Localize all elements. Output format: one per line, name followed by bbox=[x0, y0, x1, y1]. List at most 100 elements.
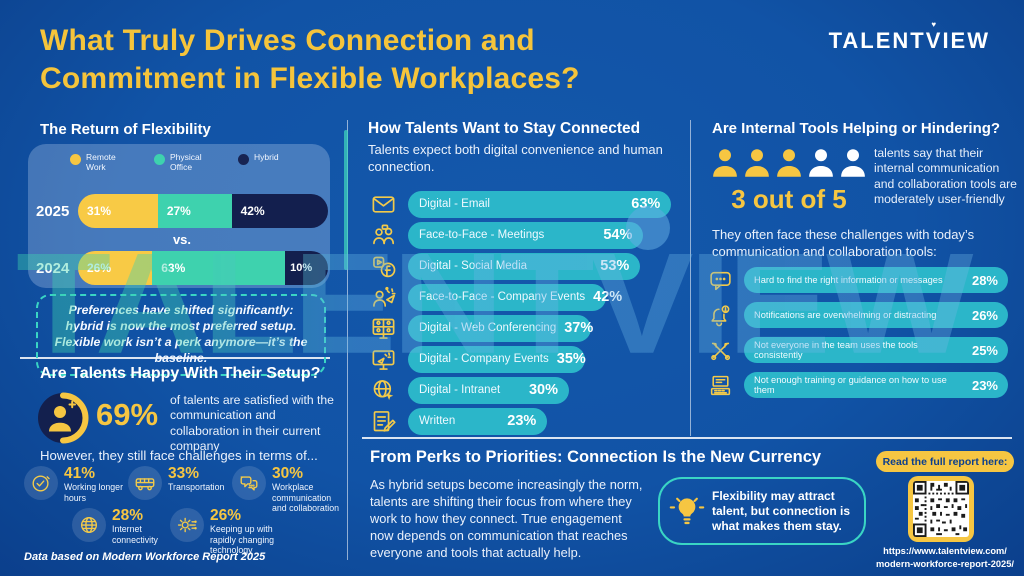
bar-pct: 25% bbox=[971, 342, 998, 358]
tool-challenge-row: Not everyone in the team uses the tools … bbox=[704, 336, 1008, 364]
segment-hybrid: 42% bbox=[231, 194, 328, 228]
bar-intranet: Digital - Intranet 30% bbox=[408, 376, 569, 404]
screen-party-icon bbox=[370, 346, 397, 373]
stacked-bar-row-2025: 2025 31% 27% 42% bbox=[36, 194, 328, 228]
callout-text: Flexibility may attract talent, but conn… bbox=[712, 488, 851, 533]
segment-remote-work: 26% bbox=[78, 251, 153, 285]
person-icon bbox=[774, 146, 804, 180]
bar-find-information: Hard to find the right information or me… bbox=[744, 267, 1008, 293]
people-icon bbox=[370, 222, 397, 249]
connected-bar-row: Written 23% bbox=[366, 407, 548, 435]
url-line[interactable]: modern-workforce-report-2025/ bbox=[876, 559, 1014, 570]
bar-label: Not enough training or guidance on how t… bbox=[754, 375, 947, 395]
bar-web-conferencing: Digital - Web Conferencing 37% bbox=[408, 314, 594, 342]
bar-label: Digital - Intranet bbox=[419, 384, 501, 396]
key-takeaway-callout: Flexibility may attract talent, but conn… bbox=[658, 477, 866, 545]
bar-pct: 54% bbox=[603, 227, 633, 243]
section-heading-flexibility: The Return of Flexibility bbox=[40, 121, 211, 138]
challenge-label: Workplace communication and collaboratio… bbox=[272, 482, 340, 514]
decorative-dot bbox=[626, 206, 670, 250]
bar-label: Face-to-Face - Meetings bbox=[419, 229, 545, 241]
priorities-body: As hybrid setups become increasingly the… bbox=[370, 477, 643, 561]
column-divider bbox=[690, 120, 691, 436]
connected-bar-row: Face-to-Face - Meetings 54% bbox=[366, 221, 644, 249]
url-line[interactable]: https://www.talentview.com/ bbox=[883, 546, 1007, 556]
teal-accent-strip bbox=[344, 130, 348, 270]
qr-code-image bbox=[913, 481, 969, 537]
logo-text: V bbox=[925, 28, 943, 53]
tools-stat: 3 out of 5 bbox=[731, 184, 847, 214]
bar-social-media: Digital - Social Media 53% bbox=[408, 252, 641, 280]
challenge-pct: 28% bbox=[112, 507, 144, 524]
report-url-link[interactable]: https://www.talentview.com/ modern-workf… bbox=[862, 545, 1024, 571]
tools-challenges-intro: They often face these challenges with to… bbox=[712, 227, 975, 259]
bell-icon bbox=[708, 303, 733, 328]
video-call-icon bbox=[370, 315, 397, 342]
segment-physical-office: 27% bbox=[157, 194, 232, 228]
qr-code bbox=[908, 476, 974, 542]
bar-notifications: Notifications are overwhelming or distra… bbox=[744, 302, 1008, 328]
challenge-pct: 33% bbox=[168, 465, 200, 482]
bar-pct: 37% bbox=[564, 320, 594, 336]
tool-challenge-row: Not enough training or guidance on how t… bbox=[704, 371, 1008, 399]
bar-email: Digital - Email 63% bbox=[408, 190, 672, 218]
bar-pct: 23% bbox=[507, 413, 537, 429]
pictogram-3-of-5 bbox=[710, 146, 868, 180]
section-heading-tools: Are Internal Tools Helping or Hindering? bbox=[712, 120, 1001, 137]
van-icon bbox=[134, 472, 156, 494]
segment-pct-label: 63% bbox=[161, 261, 186, 275]
segment-physical-office: 63% bbox=[152, 251, 286, 285]
lightbulb-icon bbox=[669, 494, 705, 528]
challenge-item: 41% Working longer hours bbox=[24, 465, 126, 503]
logo-text: IEW bbox=[942, 28, 990, 53]
challenge-pct: 30% bbox=[272, 465, 304, 482]
gear-icon bbox=[176, 514, 198, 536]
challenge-pct: 26% bbox=[210, 507, 242, 524]
year-label: 2025 bbox=[36, 202, 70, 220]
section-heading-priorities: From Perks to Priorities: Connection Is … bbox=[370, 448, 822, 466]
bar-label: Notifications are overwhelming or distra… bbox=[754, 310, 937, 320]
bar-written: Written 23% bbox=[408, 407, 548, 435]
satisfaction-stat: 69% bbox=[96, 397, 159, 432]
legend-item: Physical Office bbox=[154, 152, 214, 173]
connected-bar-row: Digital - Company Events 35% bbox=[366, 345, 586, 373]
insight-note: Preferences have shifted significantly: … bbox=[36, 294, 326, 376]
challenge-item: 26% Keeping up with rapidly changing tech… bbox=[170, 507, 282, 555]
bar-inconsistent-use: Not everyone in the team uses the tools … bbox=[744, 337, 1008, 363]
bar-pct: 30% bbox=[528, 382, 558, 398]
vs-label: vs. bbox=[172, 232, 192, 247]
section-divider bbox=[20, 357, 330, 359]
bar-pct: 28% bbox=[971, 272, 998, 288]
bar-digital-events: Digital - Company Events 35% bbox=[408, 345, 586, 373]
bar-label: Hard to find the right information or me… bbox=[754, 275, 943, 285]
heart-icon: ♥ bbox=[931, 20, 937, 29]
intranet-icon bbox=[370, 377, 397, 404]
chat-icon bbox=[238, 472, 260, 494]
logo-text: TALENT bbox=[828, 28, 926, 53]
challenges-intro: However, they still face challenges in t… bbox=[40, 448, 318, 463]
person-icon bbox=[806, 146, 836, 180]
message-icon bbox=[708, 268, 733, 293]
bar-label: Digital - Web Conferencing bbox=[419, 322, 557, 334]
segment-pct-label: 10% bbox=[290, 262, 313, 274]
year-label: 2024 bbox=[36, 259, 70, 277]
challenge-item: 28% Internet connectivity bbox=[72, 507, 168, 545]
connected-bar-row: Digital - Web Conferencing 37% bbox=[366, 314, 594, 342]
tools-stat-text: talents say that their internal communic… bbox=[874, 146, 1017, 207]
person-donut-icon bbox=[36, 391, 90, 445]
challenge-label: Internet connectivity bbox=[112, 524, 158, 545]
section-divider bbox=[362, 437, 1012, 439]
globe-icon bbox=[78, 514, 100, 536]
person-icon bbox=[710, 146, 740, 180]
column-divider bbox=[347, 120, 348, 560]
legend-label: Hybrid bbox=[254, 152, 279, 162]
challenge-label: Transportation bbox=[168, 482, 225, 493]
tool-challenge-row: Notifications are overwhelming or distra… bbox=[704, 301, 1008, 329]
read-report-button[interactable]: Read the full report here: bbox=[876, 451, 1014, 472]
bar-label: Written bbox=[419, 415, 456, 427]
legend-label: Remote Work bbox=[86, 152, 116, 172]
bar-pct: 35% bbox=[556, 351, 586, 367]
bar-label: Not everyone in the team uses the tools … bbox=[754, 340, 918, 360]
written-icon bbox=[370, 408, 397, 435]
